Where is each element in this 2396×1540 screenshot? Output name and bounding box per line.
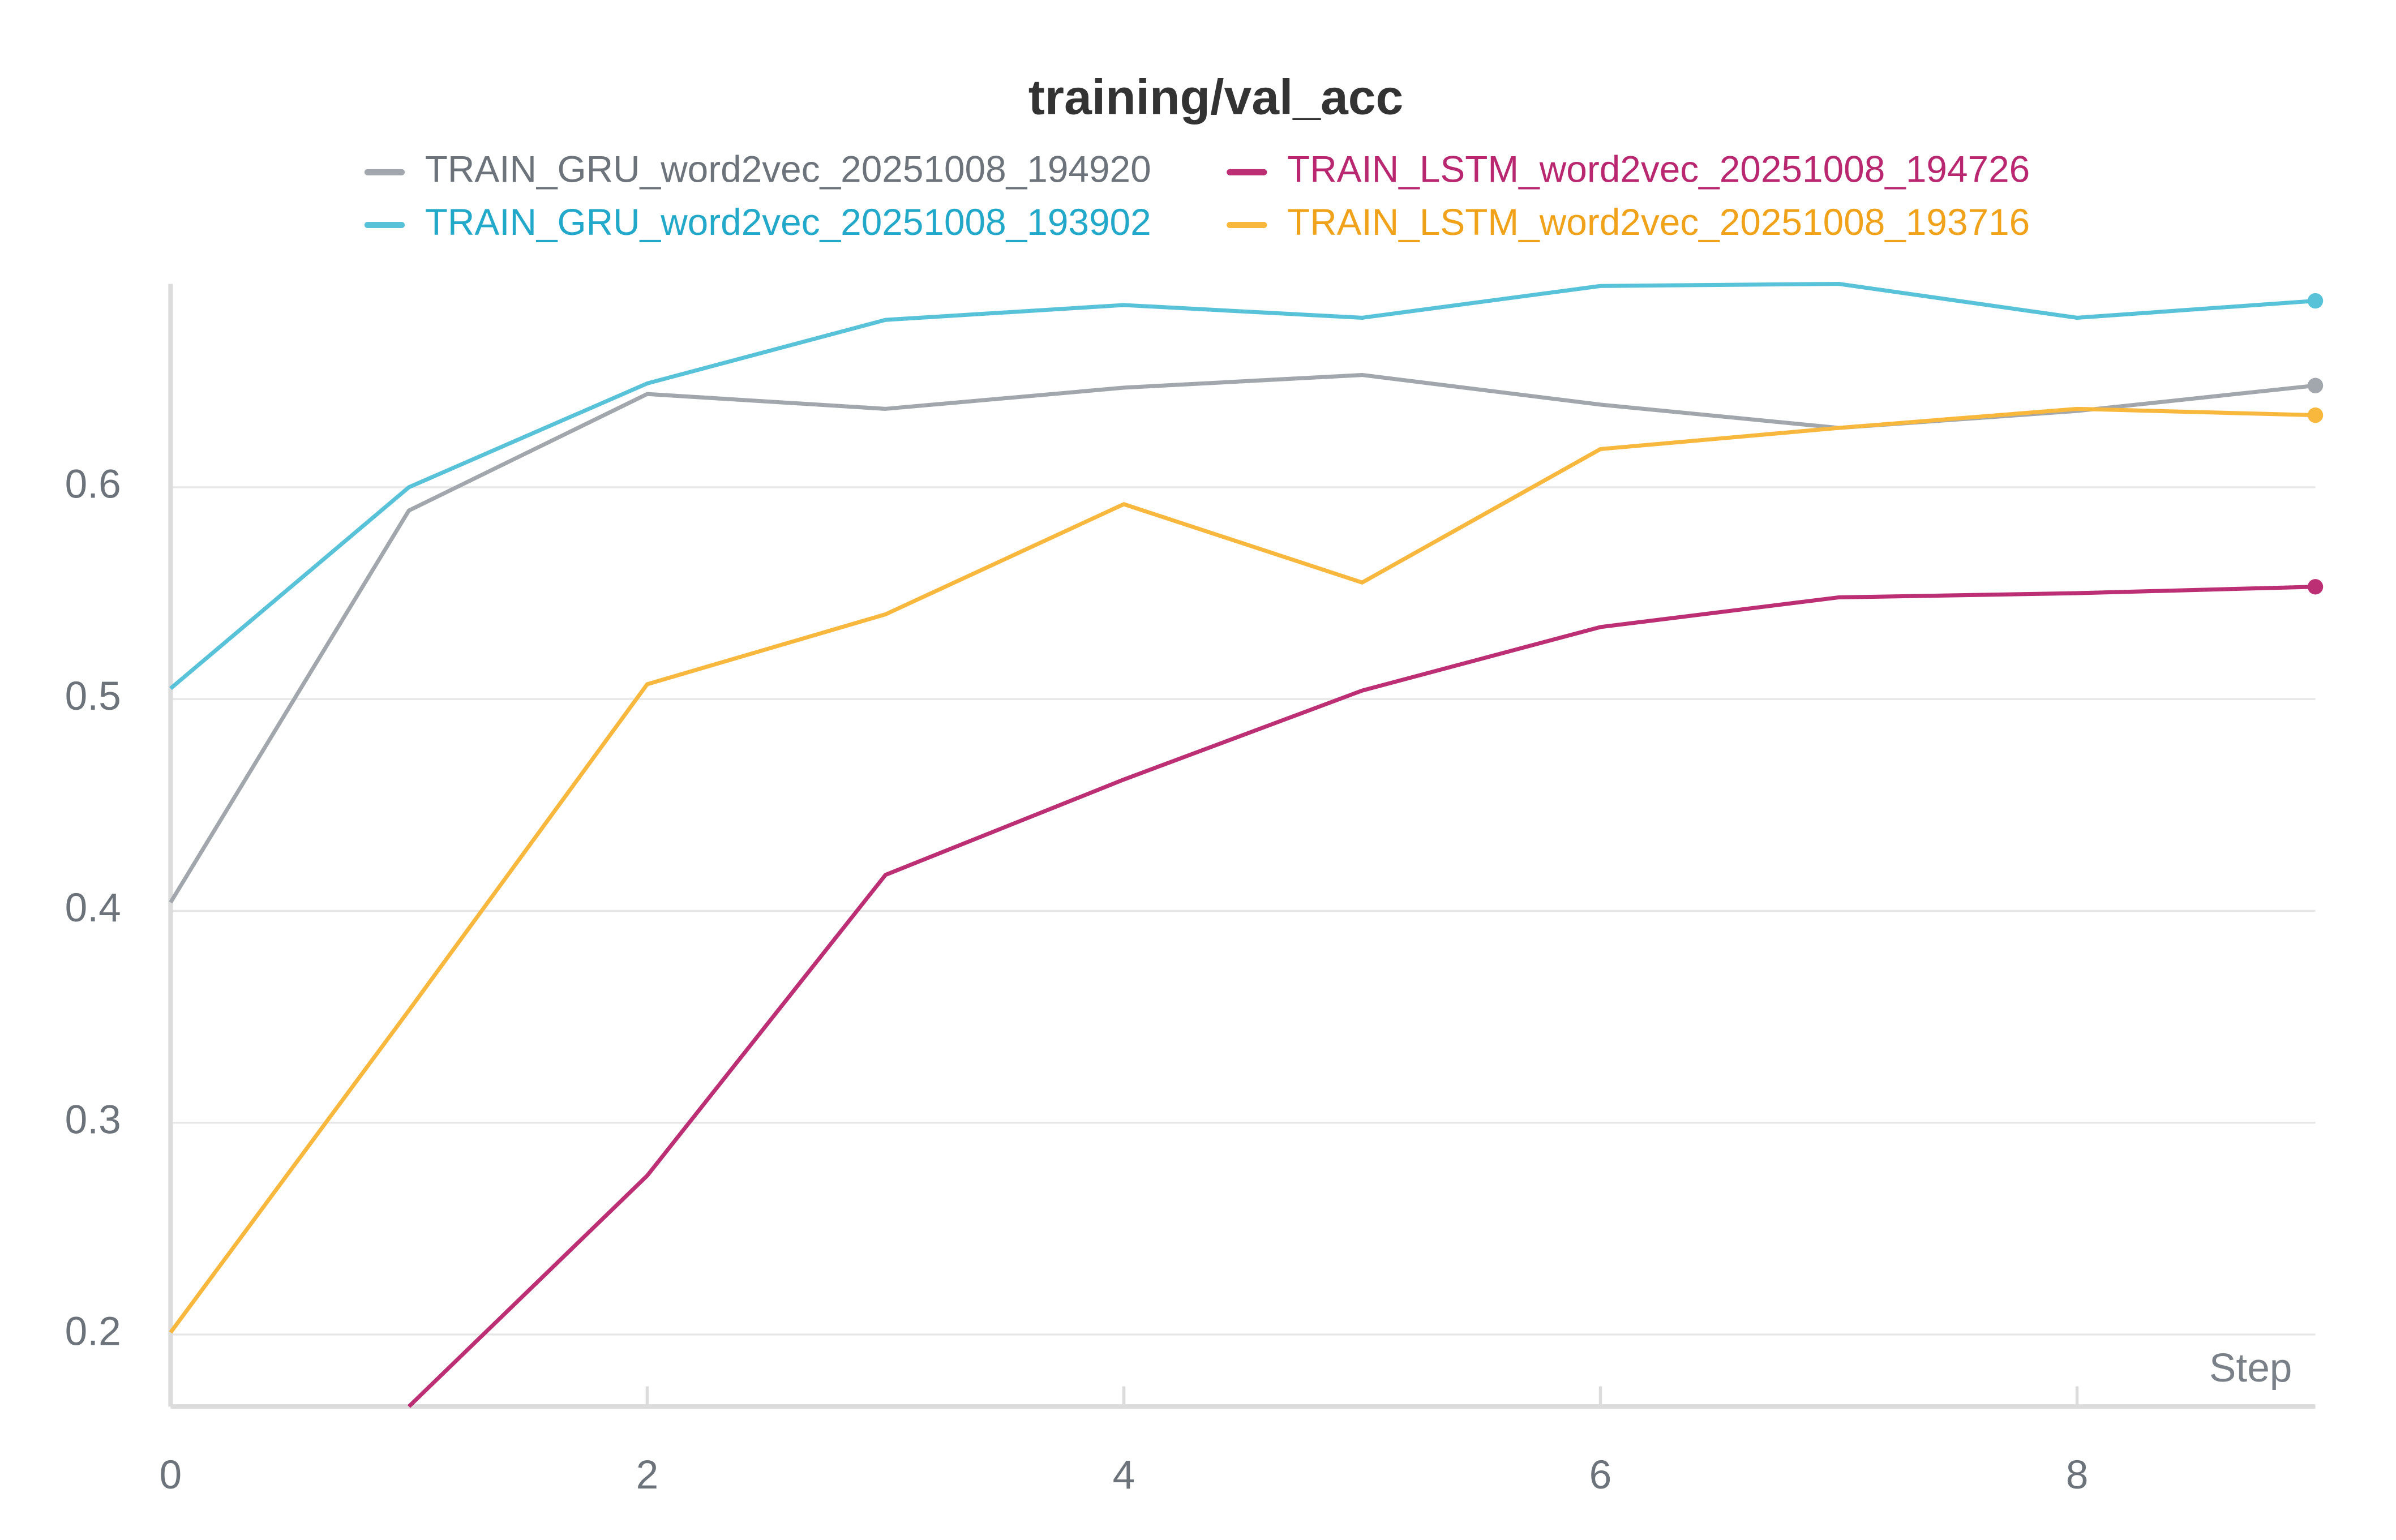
end-point bbox=[2307, 378, 2324, 393]
x-axis-label: Step bbox=[2209, 1346, 2292, 1391]
x-tick-label: 2 bbox=[636, 1453, 659, 1498]
chart-title: training/val_acc bbox=[1028, 69, 1404, 125]
x-tick-label: 8 bbox=[2066, 1453, 2089, 1498]
legend-label: TRAIN_GRU_word2vec_20251008_194920 bbox=[425, 148, 1151, 190]
end-point bbox=[2307, 407, 2324, 423]
end-point bbox=[2307, 293, 2324, 309]
series-line bbox=[407, 585, 2316, 1408]
y-tick-label: 0.3 bbox=[65, 1097, 121, 1142]
series-line bbox=[169, 282, 2316, 690]
y-tick-label: 0.5 bbox=[65, 674, 121, 719]
y-tick-label: 0.6 bbox=[65, 462, 121, 507]
end-point bbox=[2307, 579, 2324, 595]
series-line bbox=[169, 406, 2316, 1334]
legend-label: TRAIN_GRU_word2vec_20251008_193902 bbox=[425, 201, 1151, 243]
y-tick-label: 0.4 bbox=[65, 886, 121, 930]
x-tick-label: 0 bbox=[160, 1453, 182, 1498]
series-line bbox=[169, 372, 2316, 904]
y-tick-label: 0.2 bbox=[65, 1310, 121, 1354]
x-tick-label: 4 bbox=[1113, 1453, 1135, 1498]
x-tick-label: 6 bbox=[1589, 1453, 1612, 1498]
plot-area bbox=[169, 282, 2316, 1408]
legend-label: TRAIN_LSTM_word2vec_20251008_193716 bbox=[1287, 201, 2030, 243]
legend-label: TRAIN_LSTM_word2vec_20251008_194726 bbox=[1287, 148, 2030, 190]
